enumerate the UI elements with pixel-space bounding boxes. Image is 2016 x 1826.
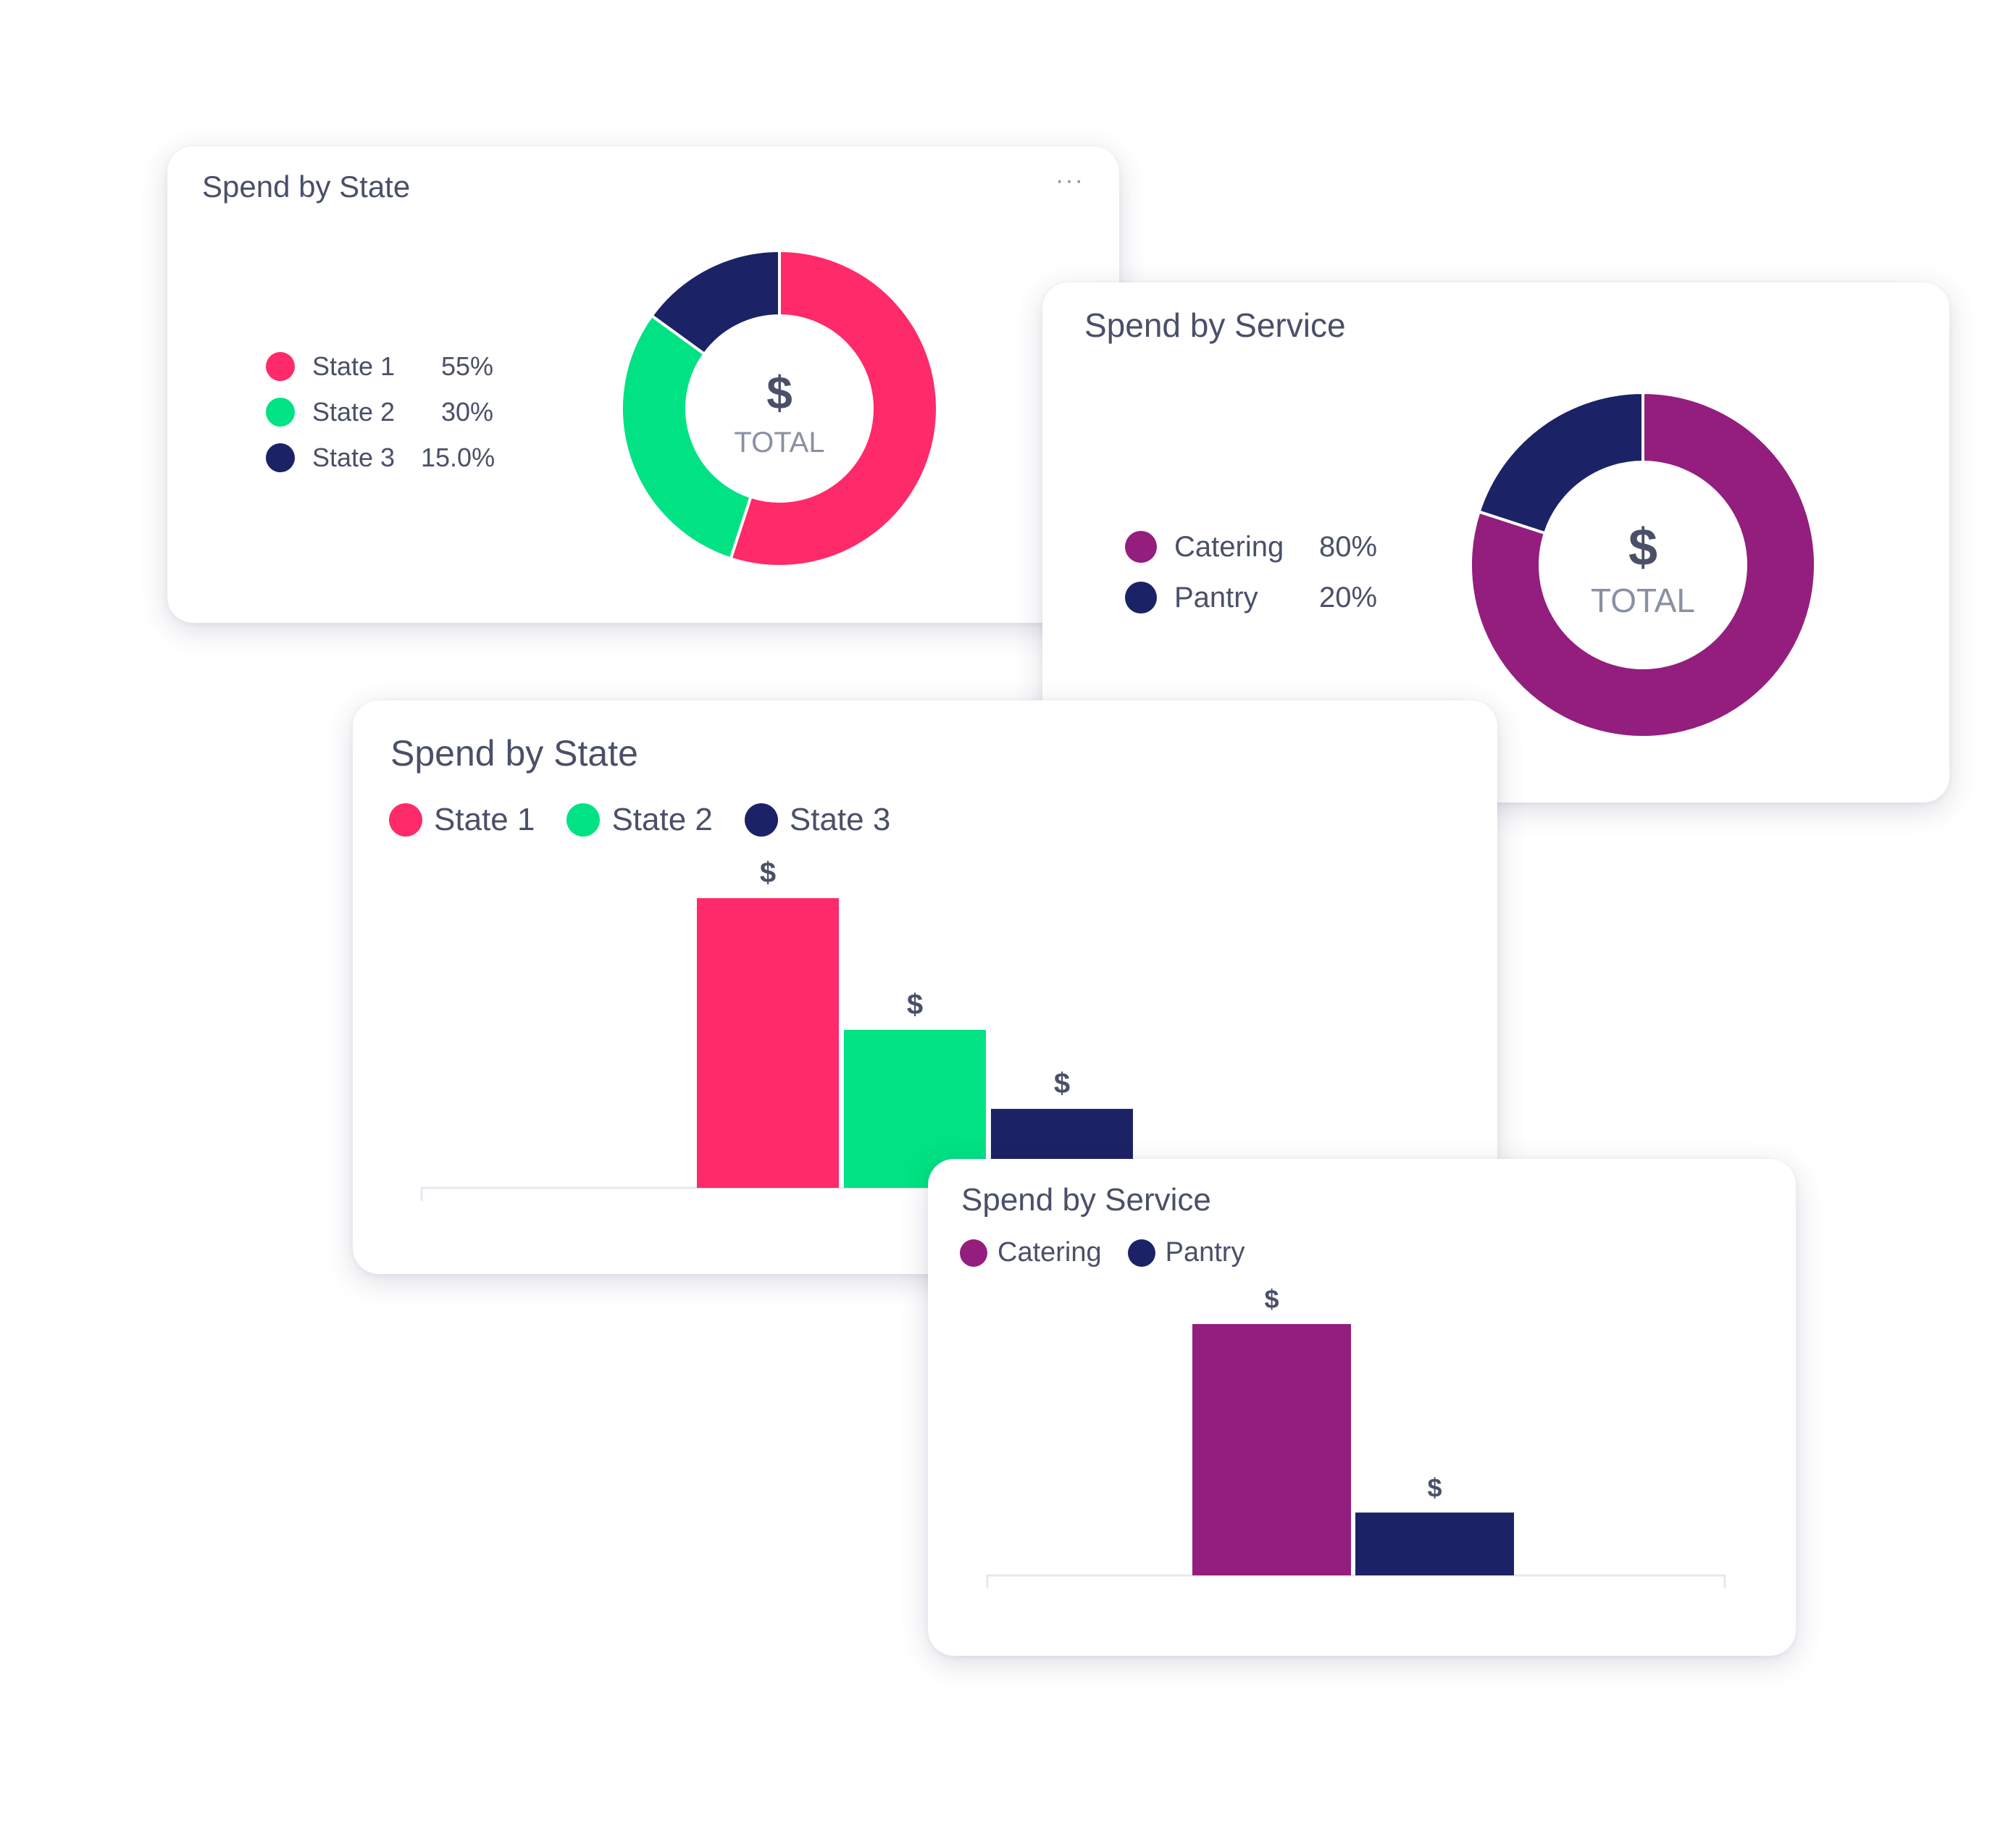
legend-label: Catering <box>1174 530 1284 563</box>
card-title: Spend by Service <box>1084 306 1346 344</box>
legend-value: 15.0% <box>421 442 495 472</box>
legend-item-pantry[interactable]: Pantry <box>1127 1237 1245 1268</box>
legend-item-state-1[interactable]: State 1 55% <box>266 343 493 389</box>
legend-item-catering[interactable]: Catering 80% <box>1125 522 1377 572</box>
center-symbol: $ <box>1628 519 1657 577</box>
donut-slice-state-3[interactable] <box>649 248 781 356</box>
legend-label: State 3 <box>789 802 891 837</box>
legend-dot <box>1125 531 1157 563</box>
card-title: Spend by State <box>202 169 411 204</box>
donut-slice-state-1[interactable] <box>729 248 939 568</box>
legend-item-state-2[interactable]: State 2 30% <box>266 389 493 435</box>
legend-dot <box>960 1239 987 1267</box>
legend-value: 55% <box>440 351 493 381</box>
legend-label: Pantry <box>1165 1237 1245 1268</box>
center-symbol: $ <box>766 367 792 419</box>
legend-item-state-3[interactable]: State 3 15.0% <box>266 435 495 480</box>
legend-value: 80% <box>1319 530 1378 563</box>
x-axis-line <box>986 1574 1726 1588</box>
donut-slice-catering[interactable] <box>1469 390 1817 739</box>
legend-label: State 3 <box>312 442 396 472</box>
legend-item-state-2[interactable]: State 2 <box>566 802 713 838</box>
center-label: TOTAL <box>1591 582 1695 619</box>
bar-catering[interactable] <box>1192 1324 1351 1575</box>
bar-state-1[interactable] <box>697 898 839 1188</box>
donut-slice-state-2[interactable] <box>620 314 753 561</box>
more-horizontal-icon[interactable]: ··· <box>1055 167 1084 194</box>
legend-label: State 1 <box>312 351 396 381</box>
legend: State 1 55% State 2 30% State 3 15.0% <box>266 343 495 480</box>
legend-dot <box>389 803 422 837</box>
bar-data-label: $ <box>1264 1284 1279 1314</box>
donut-chart: $ TOTAL <box>620 248 939 568</box>
legend-item-pantry[interactable]: Pantry 20% <box>1125 572 1377 623</box>
legend: Catering Pantry <box>960 1237 1271 1268</box>
donut-chart: $ TOTAL <box>1469 390 1817 739</box>
bar-data-label: $ <box>760 857 776 889</box>
card-title: Spend by State <box>390 733 638 774</box>
bar-data-label: $ <box>1427 1473 1442 1502</box>
legend: Catering 80% Pantry 20% <box>1125 522 1377 623</box>
spend-by-service-bar-card: Spend by Service Catering Pantry $ $ <box>928 1159 1796 1656</box>
legend-label: State 1 <box>434 802 535 837</box>
card-title: Spend by Service <box>961 1182 1211 1218</box>
bar-data-label: $ <box>1054 1068 1070 1100</box>
legend-dot <box>1127 1239 1155 1267</box>
legend-label: State 2 <box>611 802 713 837</box>
legend: State 1 State 2 State 3 <box>389 802 922 838</box>
legend-label: Catering <box>997 1237 1102 1268</box>
legend-dot <box>266 397 295 427</box>
bar-pantry[interactable] <box>1355 1512 1514 1575</box>
legend-dot <box>266 443 295 472</box>
spend-by-state-donut-card: Spend by State ··· State 1 55% State 2 3… <box>167 146 1119 623</box>
bar-chart: $$ <box>986 1284 1726 1588</box>
legend-label: Pantry <box>1174 581 1258 613</box>
legend-item-state-3[interactable]: State 3 <box>744 802 891 838</box>
legend-value: 20% <box>1319 581 1378 613</box>
legend-item-state-1[interactable]: State 1 <box>389 802 535 838</box>
bar-data-label: $ <box>907 989 923 1021</box>
center-label: TOTAL <box>734 427 824 458</box>
donut-slice-pantry[interactable] <box>1477 390 1644 535</box>
legend-dot <box>266 351 295 381</box>
legend-dot <box>744 803 778 837</box>
legend-item-catering[interactable]: Catering <box>960 1237 1102 1268</box>
legend-label: State 2 <box>312 396 396 427</box>
legend-dot <box>566 803 601 837</box>
legend-value: 30% <box>440 396 493 427</box>
legend-dot <box>1125 582 1157 613</box>
